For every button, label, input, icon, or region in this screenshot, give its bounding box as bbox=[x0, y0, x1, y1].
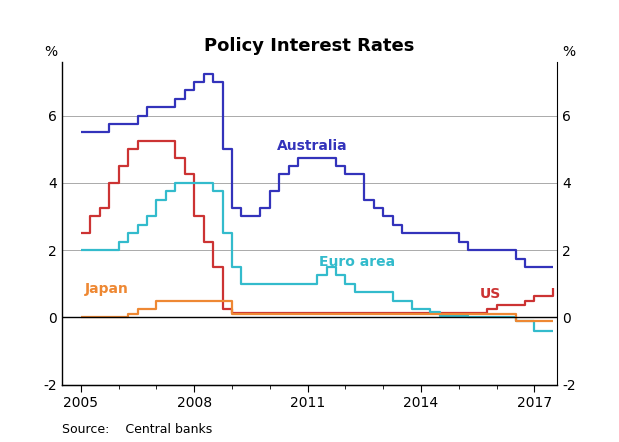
Text: Source:    Central banks: Source: Central banks bbox=[62, 423, 212, 436]
Text: Japan: Japan bbox=[85, 282, 129, 296]
Text: %: % bbox=[44, 45, 57, 59]
Text: Australia: Australia bbox=[277, 139, 348, 153]
Title: Policy Interest Rates: Policy Interest Rates bbox=[204, 37, 415, 55]
Text: US: US bbox=[480, 287, 501, 301]
Text: Euro area: Euro area bbox=[319, 255, 395, 269]
Text: %: % bbox=[562, 45, 575, 59]
